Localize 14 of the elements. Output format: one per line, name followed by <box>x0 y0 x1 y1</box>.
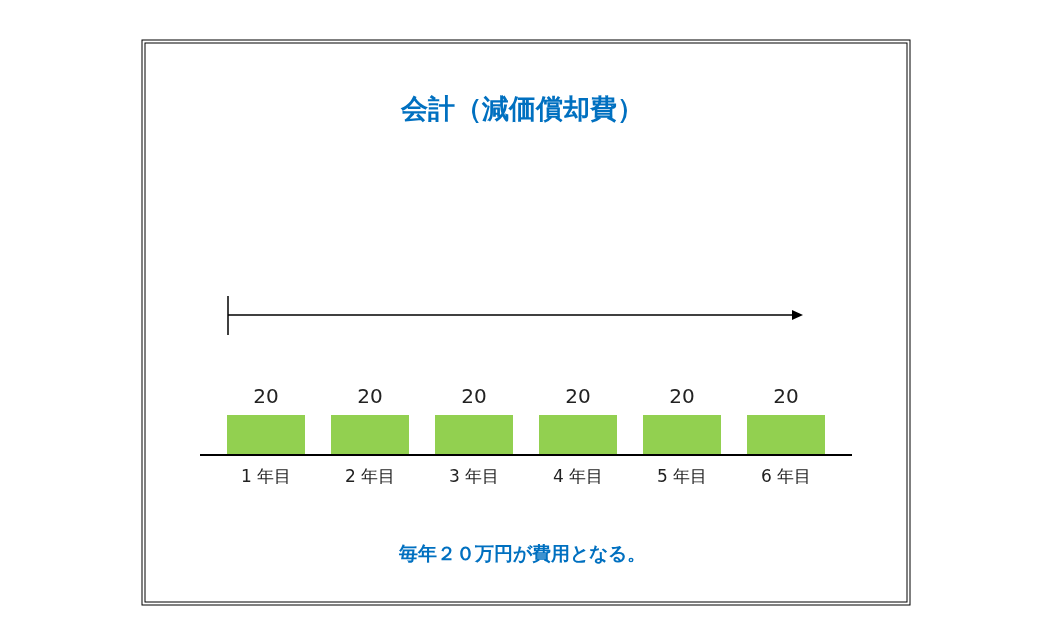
x-tick-label: 4 年目 <box>552 466 604 486</box>
data-label: 20 <box>669 384 695 408</box>
x-tick-label: 3 年目 <box>448 466 500 486</box>
x-tick-label: 6 年目 <box>760 466 812 486</box>
text: 毎年２０万円が費用となる。 <box>397 542 646 564</box>
data-label: 20 <box>461 384 487 408</box>
data-label: 20 <box>253 384 279 408</box>
data-label: 20 <box>357 384 383 408</box>
x-tick-label: 1 年目 <box>240 466 292 486</box>
x-tick-label: 2 年目 <box>344 466 396 486</box>
chart-title: 会計（減価償却費） <box>399 93 644 124</box>
data-label: 20 <box>565 384 591 408</box>
data-label: 20 <box>773 384 799 408</box>
x-tick-label: 5 年目 <box>656 466 708 486</box>
